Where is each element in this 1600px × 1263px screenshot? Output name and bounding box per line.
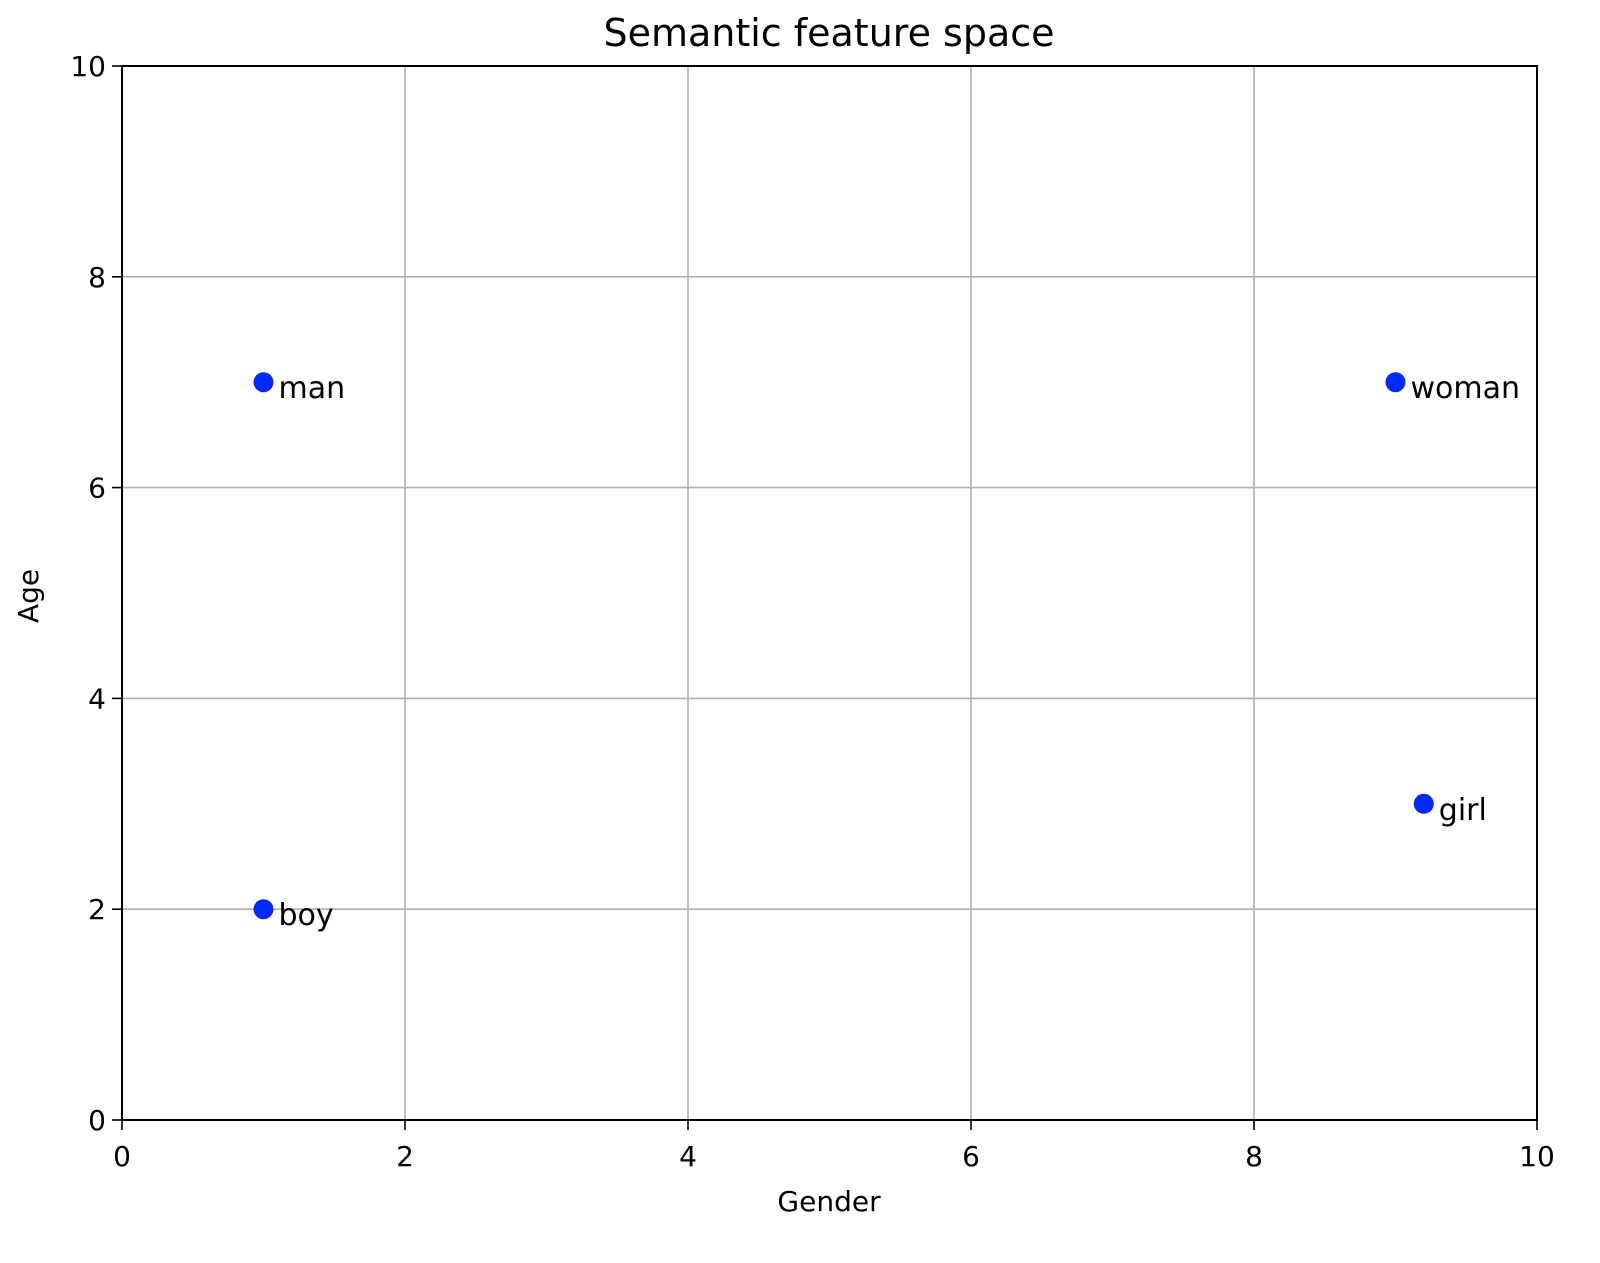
y-tick-label: 2 xyxy=(88,893,106,926)
point-label: girl xyxy=(1439,793,1487,828)
point xyxy=(253,372,274,393)
plot-frame xyxy=(121,65,1538,1121)
y-tick-label: 4 xyxy=(88,682,106,715)
chart-title: Semantic feature space xyxy=(603,11,1054,55)
point-label: boy xyxy=(279,898,334,933)
x-tick-label: 4 xyxy=(679,1140,697,1173)
y-tick-label: 8 xyxy=(88,261,106,294)
y-tick-label: 6 xyxy=(88,472,106,505)
y-tick-label: 0 xyxy=(88,1104,106,1137)
point-label: woman xyxy=(1411,371,1521,406)
x-tick-label: 0 xyxy=(113,1140,131,1173)
y-axis-label: Age xyxy=(12,569,45,623)
x-tick-label: 10 xyxy=(1519,1140,1555,1173)
point xyxy=(1385,372,1406,393)
x-tick-label: 6 xyxy=(962,1140,980,1173)
x-tick-label: 2 xyxy=(396,1140,414,1173)
x-axis-label: Gender xyxy=(777,1185,881,1218)
point-label: man xyxy=(279,371,346,406)
point xyxy=(253,899,274,920)
y-tick-label: 10 xyxy=(70,50,106,83)
point xyxy=(1413,793,1434,814)
x-tick-label: 8 xyxy=(1245,1140,1263,1173)
